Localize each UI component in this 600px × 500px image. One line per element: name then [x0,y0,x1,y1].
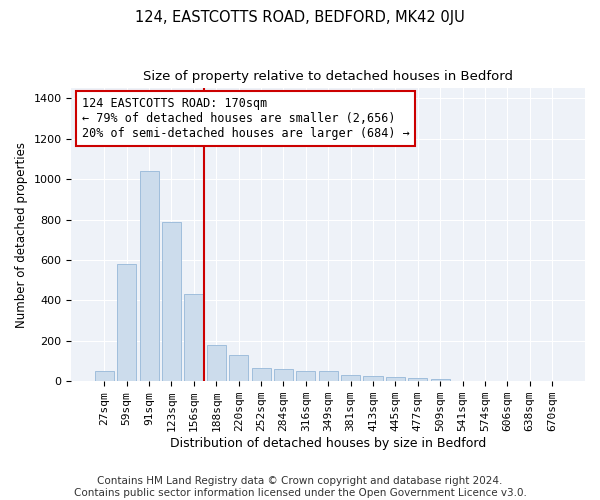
Bar [184,294,203,381]
Bar [408,378,427,381]
Bar [274,369,293,381]
Bar [207,345,226,381]
Text: 124, EASTCOTTS ROAD, BEDFORD, MK42 0JU: 124, EASTCOTTS ROAD, BEDFORD, MK42 0JU [135,10,465,25]
Text: Contains HM Land Registry data © Crown copyright and database right 2024.
Contai: Contains HM Land Registry data © Crown c… [74,476,526,498]
Y-axis label: Number of detached properties: Number of detached properties [15,142,28,328]
Bar [229,355,248,381]
X-axis label: Distribution of detached houses by size in Bedford: Distribution of detached houses by size … [170,437,487,450]
Bar [95,371,114,381]
Bar [140,171,158,381]
Bar [386,377,405,381]
Bar [431,379,449,381]
Bar [341,375,360,381]
Bar [296,371,316,381]
Bar [162,222,181,381]
Bar [364,376,383,381]
Title: Size of property relative to detached houses in Bedford: Size of property relative to detached ho… [143,70,513,83]
Bar [251,368,271,381]
Bar [319,371,338,381]
Text: 124 EASTCOTTS ROAD: 170sqm
← 79% of detached houses are smaller (2,656)
20% of s: 124 EASTCOTTS ROAD: 170sqm ← 79% of deta… [82,97,409,140]
Bar [117,264,136,381]
